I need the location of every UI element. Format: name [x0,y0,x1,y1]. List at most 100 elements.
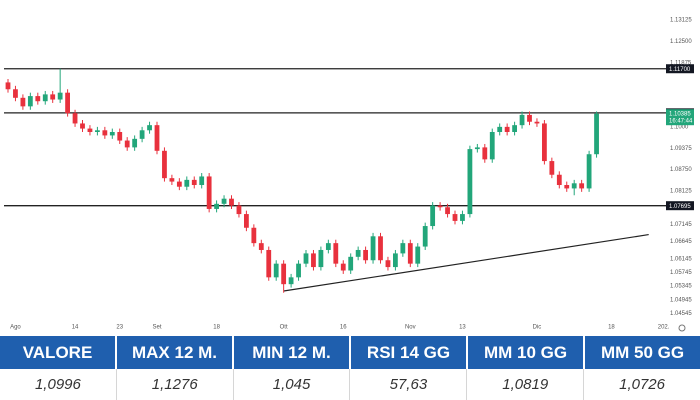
candle-body [42,94,48,102]
y-tick-label: 1.1000 [670,124,689,130]
candle-body [221,198,227,204]
candle-body [236,205,242,215]
candle-body [534,121,540,124]
y-tick-label: 1.04545 [670,311,692,317]
last-price-box [666,109,694,126]
candle-body [348,256,354,271]
candle-body [258,243,264,250]
candle-body [5,82,11,90]
x-tick-label: 14 [72,325,79,331]
candle-body [474,147,480,150]
candle-body [452,214,458,221]
candle-body [132,138,138,148]
candle-body [542,123,547,162]
candle-body [184,179,190,187]
y-tick-label: 1.06645 [670,239,692,245]
candle-body [251,227,257,244]
candle-body [124,140,130,148]
candle-body [437,205,443,208]
candle-body [549,161,555,175]
candle-body [20,97,26,107]
candle-body [311,253,316,268]
settings-icon[interactable] [678,324,686,332]
candle-body [214,203,219,209]
candle-body [512,125,517,132]
candle-body [80,123,85,129]
candle-body [35,96,41,102]
y-tick-label: 1.08750 [670,167,692,173]
candle-body [303,253,309,264]
table-value-cell: 1,0996 [0,369,117,400]
y-tick-label: 1.08125 [670,189,692,195]
candle-body [415,246,421,264]
x-tick-label: 202. [658,325,670,331]
candle-body [571,183,577,189]
candle-body [117,132,123,141]
y-tick-label: 1.06145 [670,256,692,262]
candle-body [266,249,272,278]
candle-body [72,113,78,124]
y-tick-label: 1.05745 [670,270,692,276]
level-label-box [666,201,694,211]
y-tick-label: 1.13125 [670,18,692,24]
candle-body [244,214,249,228]
table-header-cell: MM 50 GG [585,336,700,369]
x-tick-label: Nov [405,325,416,331]
table-header: VALORE MAX 12 M. MIN 12 M. RSI 14 GG MM 10 G… [0,336,700,369]
candle-body [206,176,212,209]
x-tick-label: 16 [340,325,347,331]
candle-body [519,114,525,126]
x-tick-label: Dic [533,325,542,331]
level-label: 1.11700 [669,67,691,73]
candle-body [325,243,331,250]
candle-body [467,149,473,215]
candle-body [400,243,406,254]
chart: 1.13125 1.12500 1.11875 1.1000 1.09375 1.0875… [4,17,694,332]
candle-body [594,113,599,155]
candle-body [50,94,56,100]
candle-body [169,178,175,182]
x-tick-label: 13 [459,325,466,331]
y-tick-label: 1.07145 [670,222,692,228]
level-label-box [666,64,694,74]
x-tick-label: Ott [280,325,288,331]
trendline [283,233,649,292]
candle-body [586,154,592,189]
y-tick-label: 1.12500 [670,39,692,45]
candle-body [281,263,287,285]
candle-body [229,198,234,206]
candle-body [489,132,495,160]
x-tick-label: Ago [10,325,21,331]
candle-body [422,226,428,247]
y-tick-label: 1.11875 [670,60,692,66]
table-header-cell: RSI 14 GG [351,336,466,369]
candle-body [579,183,585,189]
level-label: 1.07695 [669,204,691,210]
candle-body [296,263,301,278]
candle-body [333,243,339,264]
table-header-cell: MAX 12 M. [117,336,232,369]
table-header-cell: MM 10 GG [468,336,583,369]
candle-body [13,89,18,98]
candle-body [407,243,413,264]
candle-body [504,126,510,132]
candle-body [385,260,391,268]
candle-body [162,150,167,179]
candle-body [370,236,376,261]
table-value-cell: 57,63 [350,369,468,400]
table-values: 1,0996 1,1276 1,045 57,63 1,0819 1,0726 [0,369,700,400]
candle-body [154,125,160,151]
candle-body [393,253,398,268]
candle-body [460,214,465,221]
table-value-cell: 1,0819 [467,369,585,400]
candle-body [57,92,63,100]
table-value-cell: 1,0726 [619,376,665,393]
y-tick-label: 1.04945 [670,297,692,303]
candle-body [27,96,33,107]
candle-body [139,130,145,139]
candle-body [445,207,450,215]
candle-body [87,128,93,132]
candle-body [340,263,346,271]
last-price-time: 16:47:44 [669,118,693,124]
